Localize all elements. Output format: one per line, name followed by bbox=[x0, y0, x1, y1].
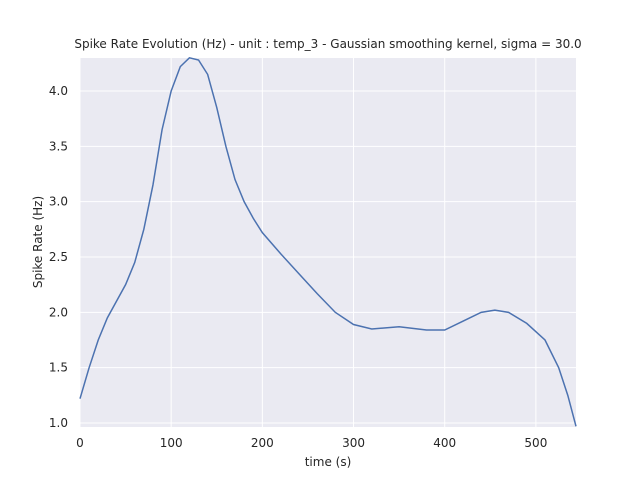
x-tick-label: 300 bbox=[342, 436, 365, 450]
plot-background bbox=[80, 58, 576, 427]
x-tick-label: 0 bbox=[76, 436, 84, 450]
chart-title: Spike Rate Evolution (Hz) - unit : temp_… bbox=[74, 37, 581, 51]
y-tick-label: 3.5 bbox=[49, 139, 68, 153]
y-tick-label: 4.0 bbox=[49, 84, 68, 98]
y-tick-label: 3.0 bbox=[49, 195, 68, 209]
y-tick-label: 1.0 bbox=[49, 416, 68, 430]
x-tick-label: 200 bbox=[251, 436, 274, 450]
y-tick-label: 2.0 bbox=[49, 305, 68, 319]
x-axis-label: time (s) bbox=[305, 455, 352, 469]
x-tick-label: 100 bbox=[160, 436, 183, 450]
y-axis-label: Spike Rate (Hz) bbox=[31, 196, 45, 288]
x-tick-label: 400 bbox=[433, 436, 456, 450]
x-tick-label: 500 bbox=[524, 436, 547, 450]
y-tick-label: 2.5 bbox=[49, 250, 68, 264]
data-line bbox=[79, 56, 577, 427]
y-tick-label: 1.5 bbox=[49, 361, 68, 375]
